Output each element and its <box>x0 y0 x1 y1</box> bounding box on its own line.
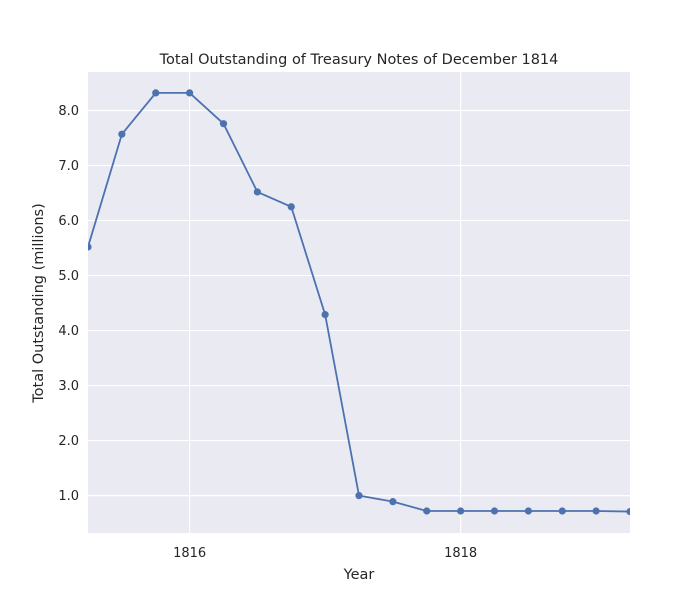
data-point <box>321 311 329 319</box>
x-tick-label: 1816 <box>173 546 206 561</box>
data-point <box>490 507 499 515</box>
plot-area <box>88 72 630 533</box>
data-point <box>186 89 194 97</box>
y-tick-label: 1.0 <box>58 489 79 504</box>
y-tick-label: 2.0 <box>58 434 79 449</box>
chart-title: Total Outstanding of Treasury Notes of D… <box>159 52 559 68</box>
y-tick-label: 7.0 <box>58 159 79 174</box>
grid <box>88 72 630 533</box>
data-point <box>88 243 92 251</box>
data-point <box>287 203 295 211</box>
y-tick-label: 6.0 <box>58 214 79 229</box>
y-tick-label: 4.0 <box>58 324 79 339</box>
series-layer <box>88 89 630 516</box>
x-axis-label: Year <box>343 567 375 583</box>
y-tick-label: 3.0 <box>58 379 79 394</box>
data-point <box>253 188 261 196</box>
data-point <box>389 498 397 506</box>
data-point <box>152 89 160 97</box>
data-point <box>457 507 465 515</box>
y-tick-label: 8.0 <box>58 104 79 119</box>
tick-labels: 1.0 2.0 3.0 4.0 5.0 6.0 7.0 8.0 1816 1818 <box>58 104 477 561</box>
y-tick-label: 5.0 <box>58 269 79 284</box>
data-point <box>592 507 600 515</box>
data-point <box>219 120 228 128</box>
data-point <box>626 507 630 516</box>
x-tick-label: 1818 <box>444 546 477 561</box>
data-point <box>423 507 431 515</box>
data-point <box>118 130 126 138</box>
y-axis-label: Total Outstanding (millions) <box>31 203 47 403</box>
data-point <box>355 491 363 500</box>
data-point <box>524 507 532 515</box>
data-point <box>558 507 566 515</box>
